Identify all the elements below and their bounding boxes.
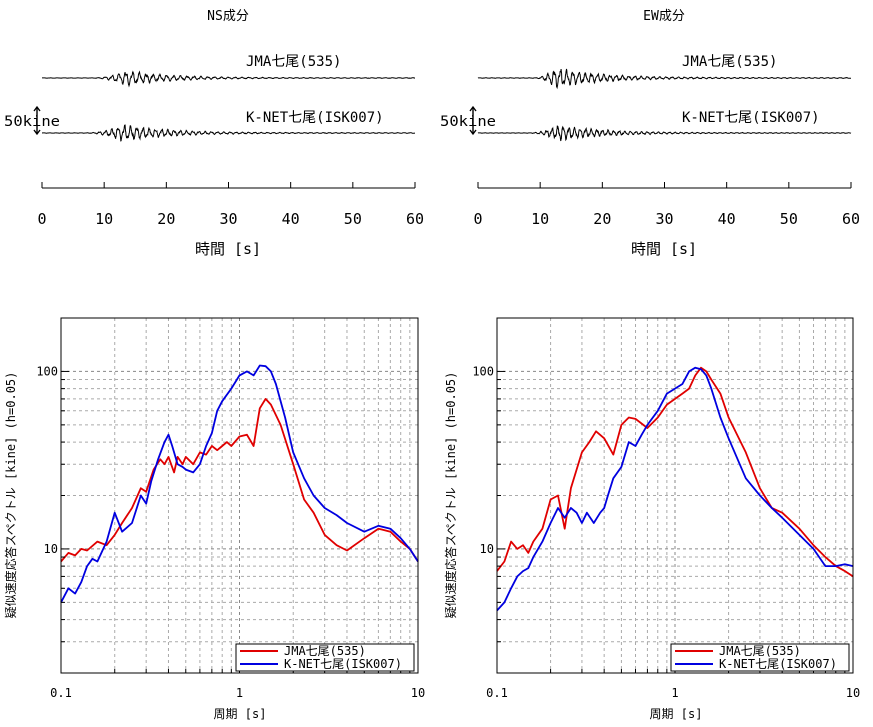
time-axis-label-ew: 時間 [s] — [631, 240, 697, 258]
waveform-trace-knet-ns — [42, 124, 415, 142]
x-tick-label-ns-0.1: 0.1 — [50, 686, 72, 700]
y-tick-label-ns-10: 10 — [44, 542, 58, 556]
time-tick-label-ns-60: 60 — [406, 210, 424, 228]
spectrum-ticks-ew: 0.1 1 10 10 100 — [472, 364, 860, 700]
time-tick-label-ew-30: 30 — [655, 210, 673, 228]
waveform-trace-label-jma-ns: JMA七尾(535) — [246, 54, 341, 70]
spectrum-legend-ew: JMA七尾(535) K-NET七尾(ISK007) — [670, 643, 850, 672]
x-tick-label-ew-1: 1 — [671, 686, 678, 700]
legend-label-knet-ns: K-NET七尾(ISK007) — [284, 657, 402, 671]
spectrum-ylabel-ew: 疑似速度応答スペクトル [kine] (h=0.05) — [443, 372, 458, 619]
spectrum-ticks-ns: 0.1 1 10 10 100 — [36, 364, 425, 700]
time-axis-label-ns: 時間 [s] — [195, 240, 261, 258]
scale-bar-arrow-ns — [33, 105, 41, 136]
waveform-panel-ew: EW成分 JMA七尾(535) K-NET七尾(ISK007) 50kine 0… — [440, 9, 860, 258]
spectrum-xlabel-ns: 周期 [s] — [214, 707, 267, 721]
time-tick-label-ns-50: 50 — [344, 210, 362, 228]
legend-box-ew — [670, 643, 850, 672]
time-tick-label-ns-40: 40 — [282, 210, 300, 228]
time-tick-label-ns-30: 30 — [219, 210, 237, 228]
spectrum-xlabel-ew: 周期 [s] — [650, 707, 703, 721]
spectrum-series-knet-ew — [496, 366, 854, 612]
spectrum-panel-ns: 0.1 1 10 10 100 周期 [s] 疑似速度応答スペクトル [kine] (h… — [3, 317, 425, 721]
spectrum-grid-ns — [61, 318, 418, 673]
time-tick-label-ew-50: 50 — [780, 210, 798, 228]
time-axis-ticks-ns: 0 10 20 30 40 50 60 — [37, 182, 424, 228]
time-tick-label-ns-0: 0 — [37, 210, 46, 228]
time-tick-label-ew-40: 40 — [718, 210, 736, 228]
waveform-title-ns: NS成分 — [207, 9, 249, 24]
time-tick-label-ew-0: 0 — [473, 210, 482, 228]
time-tick-label-ns-10: 10 — [95, 210, 113, 228]
waveform-trace-knet-ew — [477, 125, 852, 142]
scale-bar-label-ew: 50kine — [440, 114, 496, 130]
spectrum-ylabel-ns: 疑似速度応答スペクトル [kine] (h=0.05) — [3, 372, 18, 619]
time-tick-label-ew-20: 20 — [593, 210, 611, 228]
x-tick-label-ns-10: 10 — [411, 686, 425, 700]
time-axis-ticks-ew: 0 10 20 30 40 50 60 — [473, 182, 860, 228]
spectrum-grid-ew — [497, 318, 853, 673]
waveform-trace-label-knet-ns: K-NET七尾(ISK007) — [246, 110, 384, 126]
y-tick-label-ns-100: 100 — [36, 364, 58, 378]
legend-label-knet-ew: K-NET七尾(ISK007) — [719, 657, 837, 671]
legend-label-jma-ew: JMA七尾(535) — [719, 644, 801, 658]
waveform-panel-ns: NS成分 JMA七尾(535) K-NET七尾(ISK007) 50kine 0… — [4, 9, 424, 258]
waveform-trace-label-knet-ew: K-NET七尾(ISK007) — [682, 110, 820, 126]
legend-box-ns — [235, 643, 415, 672]
x-tick-label-ew-0.1: 0.1 — [486, 686, 508, 700]
y-tick-label-ew-100: 100 — [472, 364, 494, 378]
time-tick-label-ew-10: 10 — [531, 210, 549, 228]
x-tick-label-ns-1: 1 — [236, 686, 243, 700]
legend-label-jma-ns: JMA七尾(535) — [284, 644, 366, 658]
spectrum-series-knet-ns — [60, 364, 419, 603]
y-tick-label-ew-10: 10 — [480, 542, 494, 556]
scale-bar-arrow-ew — [469, 105, 477, 136]
waveform-title-ew: EW成分 — [643, 9, 685, 24]
spectrum-panel-ew: 0.1 1 10 10 100 周期 [s] 疑似速度応答スペクトル [kine] (h… — [443, 317, 860, 721]
waveform-trace-label-jma-ew: JMA七尾(535) — [682, 54, 777, 70]
waveform-trace-jma-ns — [42, 70, 415, 88]
time-tick-label-ns-20: 20 — [157, 210, 175, 228]
x-tick-label-ew-10: 10 — [846, 686, 860, 700]
waveform-trace-jma-ew — [477, 68, 851, 90]
spectrum-legend-ns: JMA七尾(535) K-NET七尾(ISK007) — [235, 643, 415, 672]
time-tick-label-ew-60: 60 — [842, 210, 860, 228]
scale-bar-label-ns: 50kine — [4, 114, 60, 130]
